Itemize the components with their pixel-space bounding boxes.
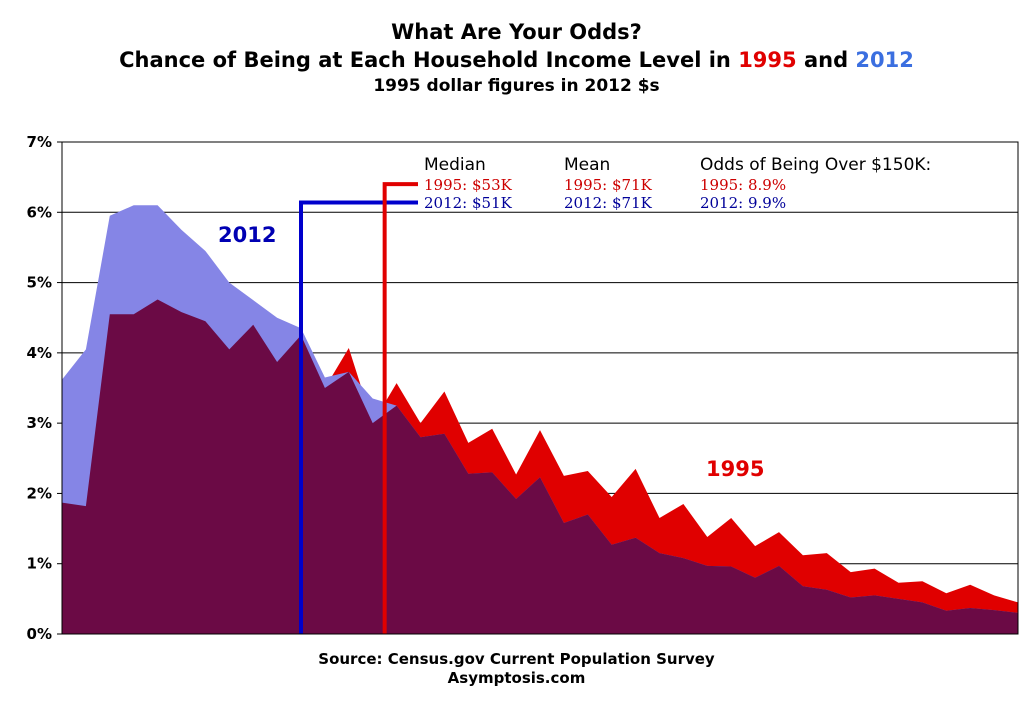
- median-line-1995: [382, 182, 418, 634]
- odds-1995: 1995: 8.9%: [700, 176, 786, 194]
- y-tick-label: 2%: [27, 484, 52, 502]
- y-tick-label: 1%: [27, 555, 52, 573]
- mean-1995: 1995: $71K: [564, 176, 653, 194]
- odds-2012: 2012: 9.9%: [700, 194, 786, 212]
- chart-titles: What Are Your Odds? Chance of Being at E…: [0, 18, 1033, 98]
- y-tick-label: 3%: [27, 414, 52, 432]
- y-tick-label: 6%: [27, 203, 52, 221]
- y-axis-ticks: 0% 1% 2% 3% 4% 5% 6% 7%: [27, 133, 62, 643]
- chart-source: Source: Census.gov Current Population Su…: [0, 650, 1033, 688]
- y-tick-label: 0%: [27, 625, 52, 643]
- odds-header: Odds of Being Over $150K:: [700, 155, 931, 175]
- median-lines: [299, 182, 418, 634]
- subtitle-mid: and: [796, 48, 856, 72]
- median-header: Median: [424, 155, 486, 175]
- y-tick-label: 4%: [27, 344, 52, 362]
- series-areas: [62, 205, 1018, 634]
- chart-title: What Are Your Odds?: [391, 20, 642, 44]
- median-2012: 2012: $51K: [424, 194, 513, 212]
- chart-subtitle: Chance of Being at Each Household Income…: [0, 46, 1033, 74]
- subtitle-prefix: Chance of Being at Each Household Income…: [119, 48, 739, 72]
- source-site: Asymptosis.com: [447, 669, 586, 687]
- series-label-2012: 2012: [218, 223, 276, 247]
- mean-2012: 2012: $71K: [564, 194, 653, 212]
- chart-note: 1995 dollar figures in 2012 $s: [373, 76, 660, 96]
- mean-header: Mean: [564, 155, 610, 175]
- median-1995: 1995: $53K: [424, 176, 513, 194]
- median-line-2012: [299, 200, 418, 634]
- subtitle-year-1995: 1995: [738, 48, 797, 72]
- source-line: Source: Census.gov Current Population Su…: [318, 650, 715, 668]
- plot-frame: [61, 141, 1019, 635]
- y-tick-label: 5%: [27, 274, 52, 292]
- subtitle-year-2012: 2012: [855, 48, 914, 72]
- y-tick-label: 7%: [27, 133, 52, 151]
- series-label-1995: 1995: [706, 457, 764, 481]
